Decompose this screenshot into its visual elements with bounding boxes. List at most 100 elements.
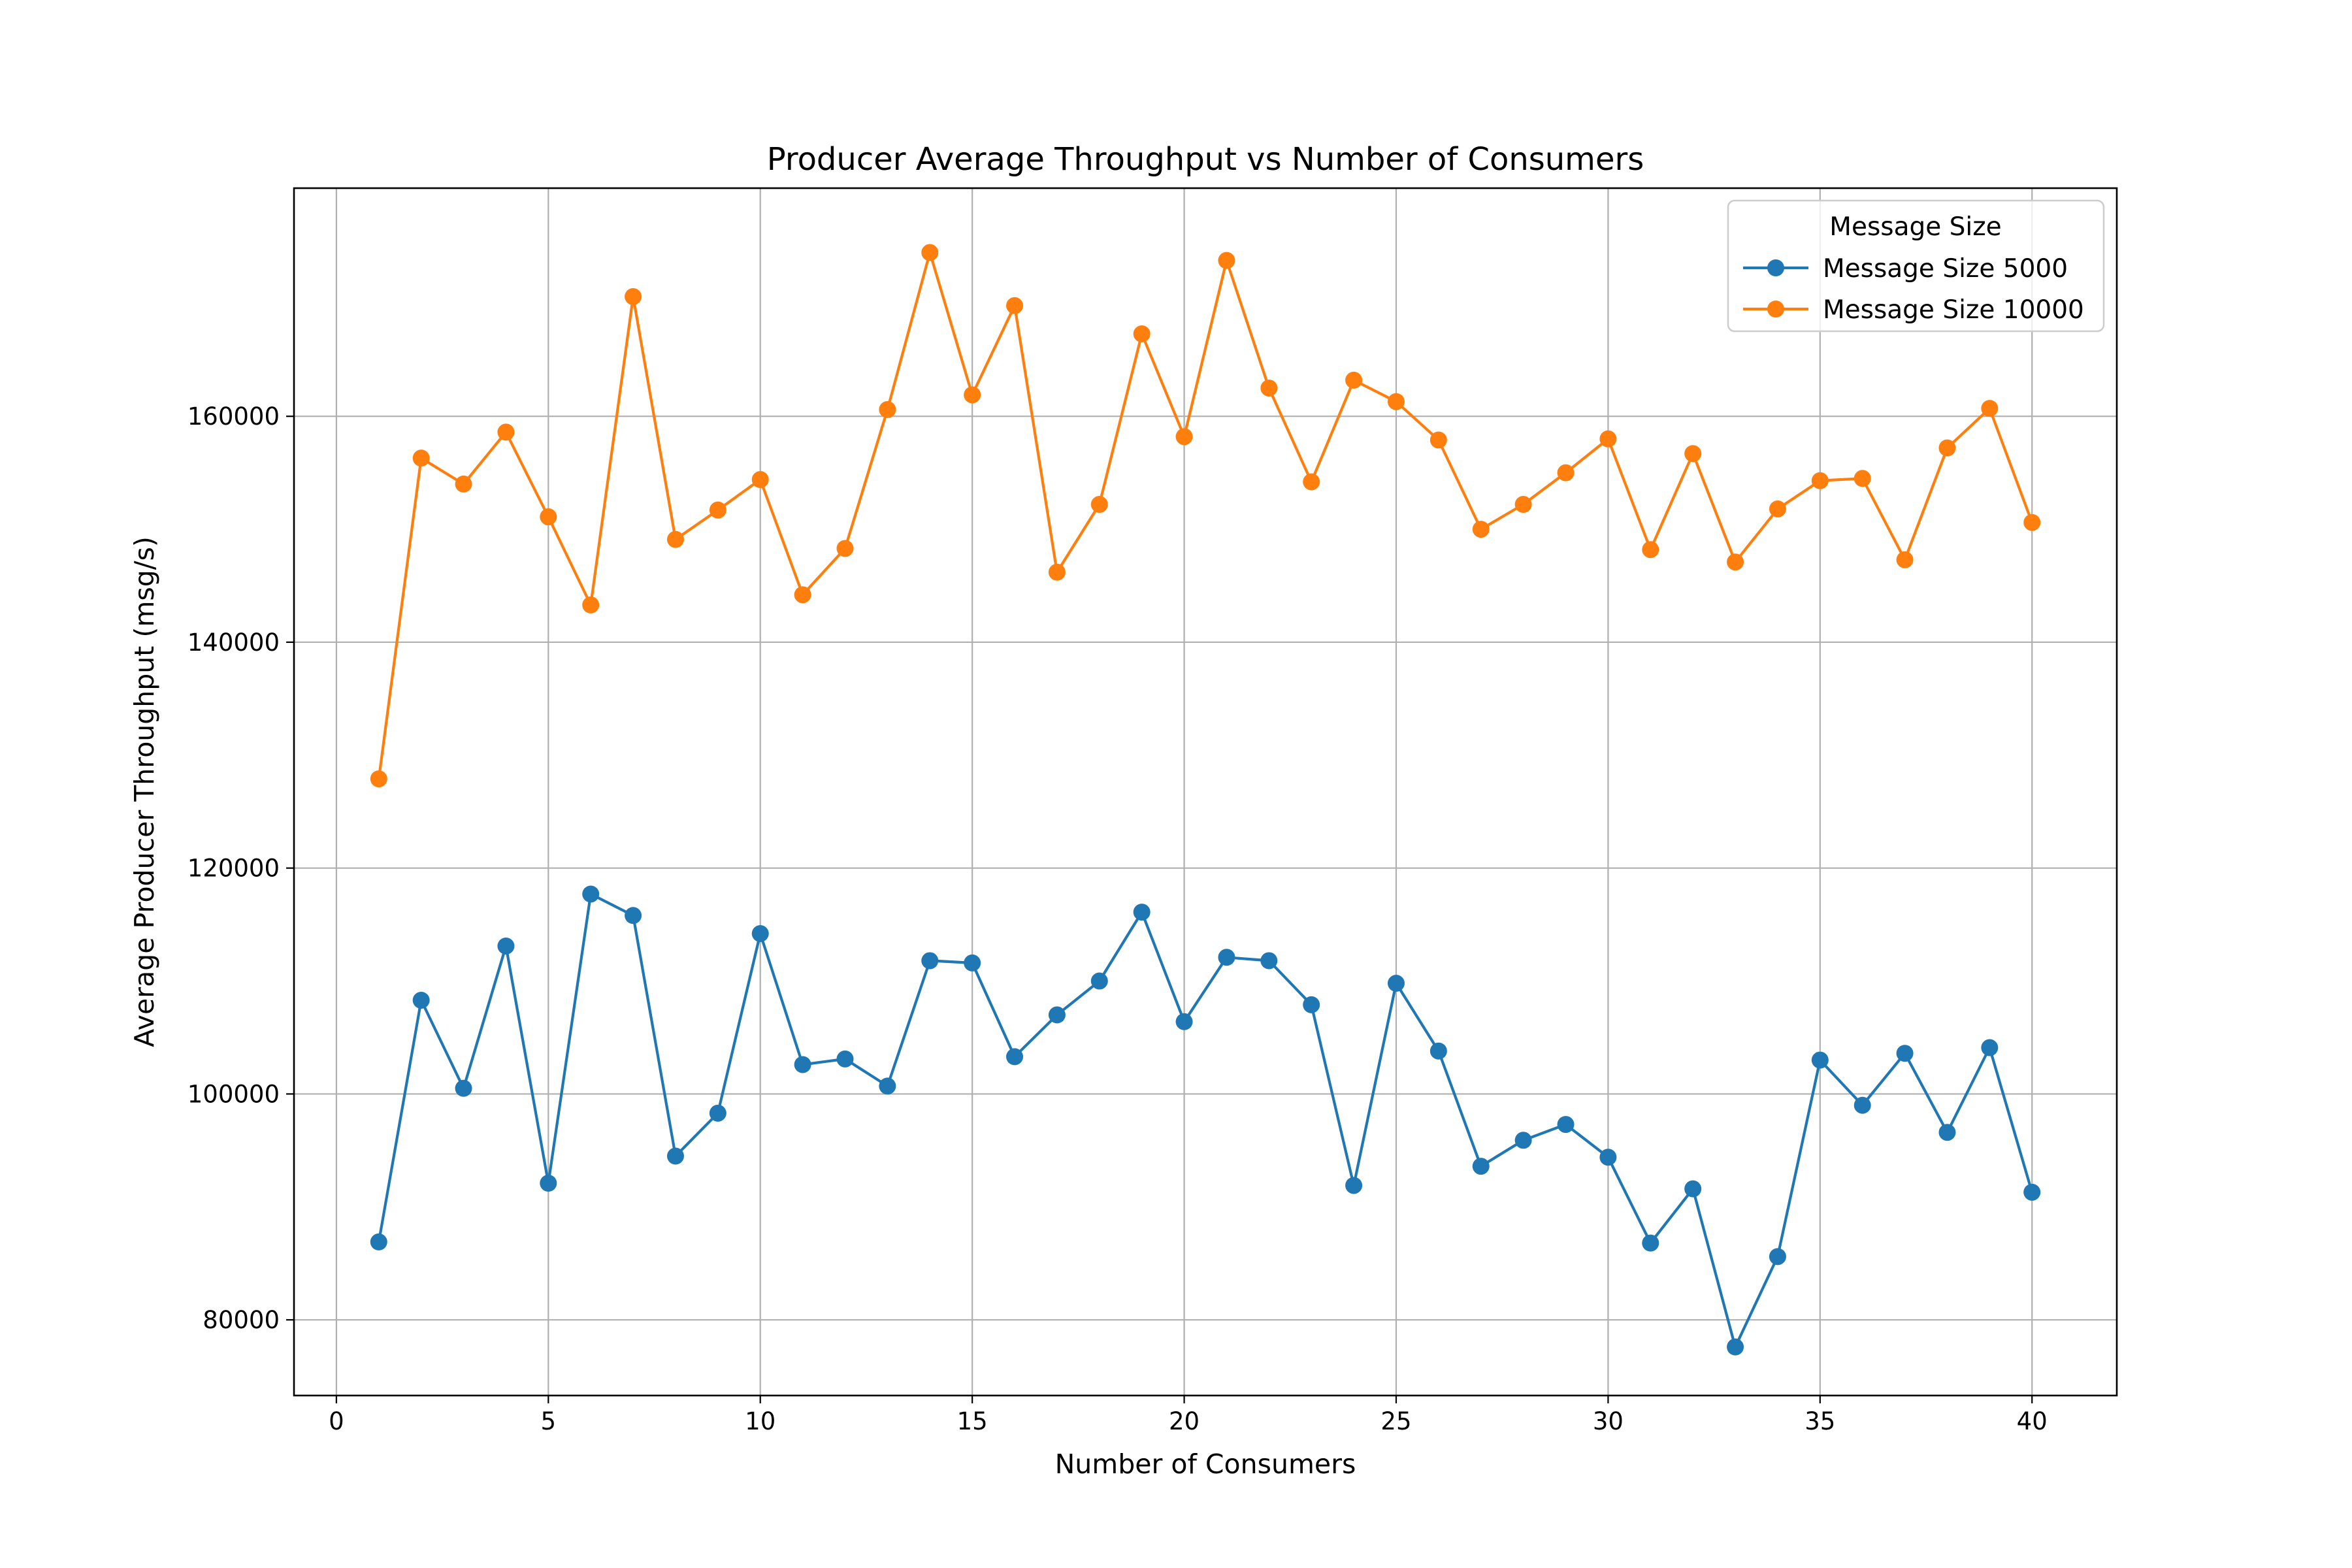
data-point [1642,541,1659,559]
data-point [370,1233,387,1250]
plot-area [294,188,2117,1396]
legend-title: Message Size [1829,212,2001,242]
x-tick-label: 15 [957,1407,988,1435]
data-point [1090,972,1108,990]
data-point [1090,496,1108,514]
legend-item: Message Size 5000 [1743,254,2068,284]
x-tick-label: 20 [1169,1407,1200,1435]
plot-frame [293,187,2118,1397]
legend-items: Message Size 5000 Message Size 10000 [1743,254,2084,325]
y-tick-label: 120000 [188,855,280,883]
data-point [1260,952,1278,970]
data-point [1345,1177,1363,1194]
y-tick-label: 80000 [203,1306,280,1334]
data-point [1303,996,1320,1013]
data-point [582,596,600,613]
data-point [1684,1180,1702,1198]
series-group [370,244,2041,1356]
data-point [1472,521,1490,538]
data-point [1684,445,1702,463]
data-point [1006,297,1024,314]
data-point [1727,553,1744,571]
data-point [497,937,515,955]
legend-label: Message Size 10000 [1823,295,2084,325]
x-tick-label: 0 [329,1407,344,1435]
x-tick-label: 30 [1593,1407,1624,1435]
data-point [709,1104,727,1122]
data-point [836,540,854,557]
legend-label: Message Size 5000 [1823,254,2068,284]
data-point [1006,1048,1024,1066]
data-point [1387,393,1405,410]
data-point [1938,1124,1956,1141]
data-point [1175,428,1193,446]
y-axis-title: Average Producer Throughput (msg/s) [129,536,160,1047]
legend-box [1727,199,2105,333]
data-point [497,423,515,441]
data-point [1599,430,1617,448]
data-point [1769,500,1786,517]
data-point [370,770,387,788]
data-point [2023,1183,2041,1201]
data-point [540,508,557,526]
y-tick-label: 160000 [188,402,280,431]
data-point [1557,1116,1575,1134]
data-point [1218,252,1235,269]
data-point [751,471,769,489]
data-point [1811,472,1829,489]
data-point [1175,1013,1193,1030]
y-axis: 80000 100000 120000 140000 160000 [188,402,294,1334]
data-point [1896,1045,1914,1062]
data-point [1811,1051,1829,1069]
data-point [1557,464,1575,482]
data-point [1981,1039,1999,1056]
data-point [1727,1338,1744,1356]
data-point [1514,1132,1532,1149]
x-tick-label: 5 [541,1407,557,1435]
data-point [2023,514,2041,531]
data-point [412,449,430,467]
data-point [1048,563,1066,581]
data-point [964,954,981,972]
x-tick-label: 40 [2017,1407,2048,1435]
data-point [1260,379,1278,397]
data-point [582,885,600,903]
data-point [1048,1006,1066,1024]
data-point [1854,470,1871,487]
data-point [540,1175,557,1192]
data-point [794,1056,811,1073]
data-point [1429,1042,1447,1060]
series-line [377,251,2034,781]
data-point [921,952,939,970]
chart-title: Producer Average Throughput vs Number of… [767,141,1644,178]
data-point [1472,1158,1490,1175]
data-point [1218,949,1235,966]
data-point [412,991,430,1009]
x-axis: 0 5 10 15 20 25 30 35 40 [329,1396,2048,1435]
data-point [1345,371,1363,389]
data-point [625,907,642,924]
x-tick-label: 35 [1805,1407,1835,1435]
series-line [377,892,2034,1348]
data-point [1981,400,1999,417]
data-point [455,475,472,493]
series-1 [370,244,2041,788]
data-point [666,1147,684,1165]
data-point [1938,439,1956,457]
legend-item: Message Size 10000 [1743,295,2084,325]
data-point [709,501,727,519]
data-point [1896,551,1914,568]
data-point [751,924,769,942]
data-point [1854,1096,1871,1114]
legend-marker [1767,301,1784,318]
data-point [1642,1234,1659,1252]
data-point [921,244,939,261]
data-point [836,1050,854,1068]
x-axis-title: Number of Consumers [1055,1448,1356,1480]
y-tick-label: 100000 [188,1080,280,1108]
data-point [964,386,981,404]
data-point [455,1079,472,1097]
